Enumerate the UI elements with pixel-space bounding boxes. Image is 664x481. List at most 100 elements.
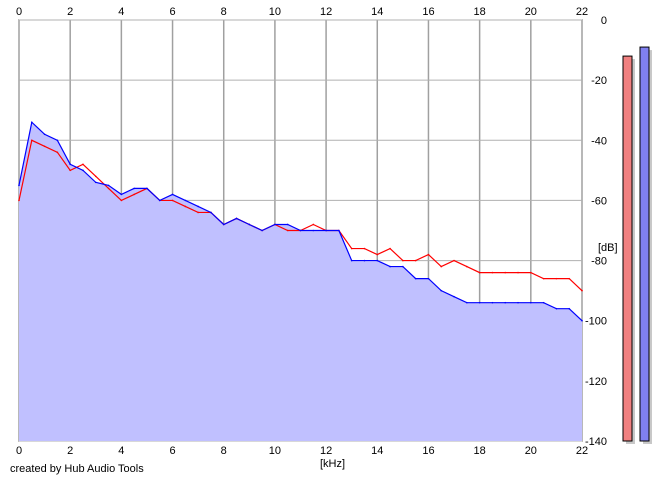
y-tick-label: -80 xyxy=(591,256,607,268)
data-point-blue xyxy=(82,169,84,172)
data-point-blue xyxy=(312,229,315,232)
data-point-blue xyxy=(56,139,59,142)
data-point-blue xyxy=(325,229,327,232)
data-point-blue xyxy=(18,184,20,187)
data-point-blue xyxy=(402,265,404,268)
data-point-red xyxy=(414,259,417,262)
x-tick-label-bottom: 8 xyxy=(221,445,227,457)
y-tick-label: -60 xyxy=(591,195,607,207)
data-point-red xyxy=(466,265,468,268)
x-tick-label-bottom: 6 xyxy=(169,445,175,457)
series-layer xyxy=(18,121,583,441)
data-point-blue xyxy=(414,277,417,280)
x-tick-label-bottom: 2 xyxy=(67,445,73,457)
data-point-blue xyxy=(568,307,571,310)
level-meters xyxy=(622,46,652,445)
x-tick-label-top: 8 xyxy=(221,6,227,18)
x-tick-label-top: 18 xyxy=(474,6,486,18)
data-point-blue xyxy=(338,229,340,232)
series-fill-area xyxy=(19,122,582,441)
data-point-red xyxy=(56,151,59,154)
data-point-blue xyxy=(427,277,430,280)
data-point-blue xyxy=(184,199,187,202)
y-tick-labels: 0 -20 -40 -60 -80 -100 -120 -140 xyxy=(585,15,607,448)
data-point-blue xyxy=(197,205,199,208)
level-meter-bar xyxy=(622,55,633,442)
x-tick-label-top: 12 xyxy=(320,6,332,18)
x-tick-label-bottom: 18 xyxy=(474,445,486,457)
data-point-blue xyxy=(363,259,366,262)
data-point-red xyxy=(197,211,199,214)
data-point-blue xyxy=(235,217,238,220)
y-tick-label: 0 xyxy=(601,15,607,27)
y-tick-label: -100 xyxy=(585,316,607,328)
credit-text: created by Hub Audio Tools xyxy=(10,463,144,475)
data-point-blue xyxy=(146,187,148,190)
data-point-blue xyxy=(517,301,519,304)
data-point-blue xyxy=(453,295,455,298)
data-point-red xyxy=(517,271,519,274)
data-point-blue xyxy=(248,223,251,226)
data-point-blue xyxy=(43,133,46,136)
x-tick-label-top: 10 xyxy=(269,6,281,18)
x-tick-label-bottom: 14 xyxy=(371,445,383,457)
data-point-red xyxy=(82,163,84,166)
data-point-blue xyxy=(542,301,545,304)
y-tick-label: -120 xyxy=(585,376,607,388)
y-tick-label: -40 xyxy=(591,135,607,147)
data-point-blue xyxy=(530,301,532,304)
data-point-red xyxy=(350,247,353,250)
x-tick-label-bottom: 16 xyxy=(422,445,434,457)
data-point-red xyxy=(504,271,507,274)
x-tick-labels-bottom: 0 2 4 6 8 10 12 14 16 18 20 22 xyxy=(16,445,588,457)
x-tick-label-bottom: 10 xyxy=(269,445,281,457)
data-point-red xyxy=(453,259,455,262)
x-axis-label: [kHz] xyxy=(320,458,345,470)
data-point-blue xyxy=(286,223,289,226)
data-point-red xyxy=(94,175,97,178)
data-point-blue xyxy=(171,193,174,196)
data-point-red xyxy=(389,247,391,250)
data-point-blue xyxy=(581,319,583,322)
data-point-blue xyxy=(504,301,507,304)
data-point-red xyxy=(171,199,174,202)
data-point-red xyxy=(555,277,558,280)
data-point-red xyxy=(568,277,571,280)
data-point-blue xyxy=(440,289,443,292)
x-tick-label-top: 22 xyxy=(576,6,588,18)
data-point-blue xyxy=(94,181,97,184)
x-tick-label-top: 14 xyxy=(371,6,383,18)
x-tick-label-bottom: 4 xyxy=(118,445,124,457)
x-tick-label-bottom: 20 xyxy=(525,445,537,457)
data-point-blue xyxy=(133,187,135,190)
data-point-blue xyxy=(466,301,468,304)
data-point-red xyxy=(30,139,33,142)
data-point-blue xyxy=(478,301,481,304)
data-point-blue xyxy=(30,121,33,124)
x-tick-label-top: 16 xyxy=(422,6,434,18)
data-point-blue xyxy=(491,301,494,304)
x-tick-labels-top: 0 2 4 6 8 10 12 14 16 18 20 22 xyxy=(16,6,588,18)
data-point-red xyxy=(402,259,404,262)
data-point-blue xyxy=(350,259,353,262)
data-point-red xyxy=(440,265,443,268)
data-point-red xyxy=(491,271,494,274)
data-point-blue xyxy=(299,229,302,232)
data-point-blue xyxy=(222,223,225,226)
data-point-red xyxy=(120,199,123,202)
data-point-red xyxy=(286,229,289,232)
data-point-red xyxy=(69,169,71,172)
data-point-red xyxy=(581,289,583,292)
level-meter-bar xyxy=(639,46,650,442)
x-tick-label-top: 0 xyxy=(16,6,22,18)
data-point-red xyxy=(43,145,46,148)
data-point-red xyxy=(184,205,187,208)
data-point-blue xyxy=(69,163,71,166)
data-point-red xyxy=(18,199,20,202)
x-tick-label-top: 6 xyxy=(169,6,175,18)
x-tick-label-bottom: 0 xyxy=(16,445,22,457)
data-point-blue xyxy=(158,199,161,202)
data-point-red xyxy=(312,223,315,226)
data-point-red xyxy=(427,253,430,256)
